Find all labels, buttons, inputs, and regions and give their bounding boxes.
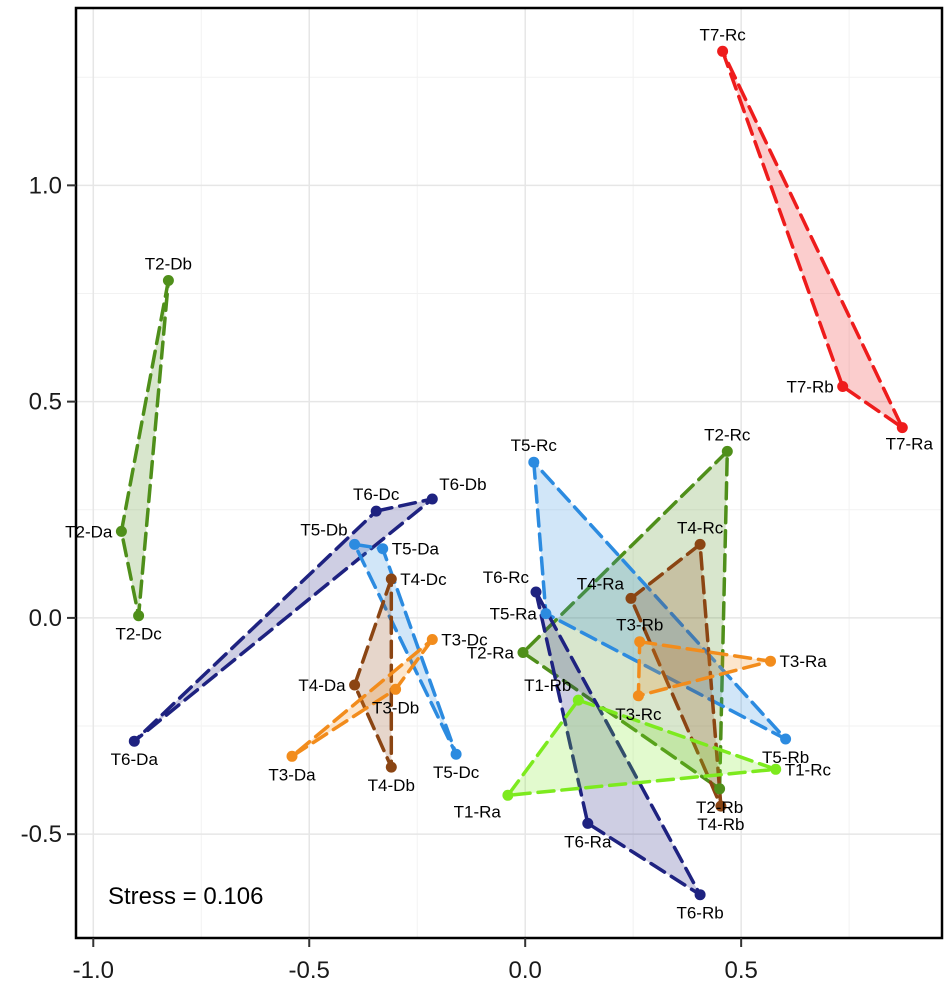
point-label-t4-rc: T4-Rc <box>677 518 724 537</box>
point-t6-rc <box>530 586 542 598</box>
point-t6-ra <box>582 817 594 829</box>
point-label-t6-db: T6-Db <box>439 475 486 494</box>
point-label-t3-ra: T3-Ra <box>780 652 828 671</box>
point-t3-rc <box>632 690 644 702</box>
hull-t3-r <box>636 639 773 698</box>
group-hulls <box>119 49 905 897</box>
point-label-t1-rb: T1-Rb <box>524 676 571 695</box>
point-label-t5-dc: T5-Dc <box>433 763 480 782</box>
point-t2-rc <box>721 445 733 457</box>
point-label-t5-ra: T5-Ra <box>490 605 538 624</box>
point-t2-ra <box>517 647 529 658</box>
point-label-t1-ra: T1-Ra <box>454 802 502 821</box>
hull-t1-r <box>506 698 778 798</box>
point-t1-rc <box>770 763 782 775</box>
point-t5-db <box>349 538 361 550</box>
point-label-t2-db: T2-Db <box>145 255 192 274</box>
point-t7-rb <box>837 381 849 392</box>
plot-panel-border <box>74 6 944 940</box>
point-t3-rb <box>634 636 646 648</box>
point-t3-dc <box>426 634 438 645</box>
point-t2-rb <box>714 783 726 795</box>
stress-annotation: Stress = 0.106 <box>108 883 263 910</box>
point-label-t4-rb: T4-Rb <box>697 815 744 834</box>
point-label-t4-db: T4-Db <box>368 776 415 795</box>
point-t6-dc <box>370 505 382 517</box>
point-label-t6-rc: T6-Rc <box>483 568 530 587</box>
point-t7-ra <box>896 422 908 434</box>
point-label-t6-rb: T6-Rb <box>676 904 723 923</box>
point-label-t7-rc: T7-Rc <box>699 25 746 44</box>
point-label-t2-rb: T2-Rb <box>696 798 743 817</box>
point-label-t5-db: T5-Db <box>300 520 347 539</box>
point-label-t6-da: T6-Da <box>111 750 159 769</box>
y-tick-label: 1.0 <box>29 172 62 199</box>
point-t6-da <box>128 735 140 747</box>
x-tick-label: 0.5 <box>725 957 758 984</box>
point-label-t1-rc: T1-Rc <box>785 760 832 779</box>
axes: -1.0 -0.5 0.0 0.5 -0.5 0.0 0.5 1.0 <box>21 172 758 984</box>
point-label-t2-da: T2-Da <box>65 522 113 541</box>
point-label-t7-rb: T7-Rb <box>786 378 833 397</box>
point-t4-rb <box>715 800 727 812</box>
y-tick-label: 0.0 <box>29 605 62 632</box>
point-label-t3-da: T3-Da <box>268 765 316 784</box>
hull-t7-r <box>720 49 905 430</box>
point-t4-db <box>385 761 397 773</box>
x-tick-label: 0.0 <box>509 957 542 984</box>
x-tick-label: -0.5 <box>289 957 330 984</box>
plot-panel-background <box>76 8 942 938</box>
point-t5-dc <box>450 748 462 760</box>
hull-t3-d <box>290 637 435 759</box>
point-t2-dc <box>133 610 145 622</box>
point-label-t3-rb: T3-Rb <box>616 616 663 635</box>
point-t1-ra <box>502 789 514 801</box>
y-tick-label: -0.5 <box>21 821 62 848</box>
point-t3-da <box>286 750 298 762</box>
point-label-t5-rc: T5-Rc <box>511 436 558 455</box>
point-label-t6-ra: T6-Ra <box>564 832 612 851</box>
point-t2-db <box>162 275 174 286</box>
point-label-t2-ra: T2-Ra <box>467 644 515 663</box>
point-t5-rc <box>528 456 540 468</box>
point-label-t5-da: T5-Da <box>392 540 440 559</box>
point-t4-ra <box>625 592 637 604</box>
point-t5-rb <box>780 733 792 745</box>
point-label-t3-dc: T3-Dc <box>441 631 488 650</box>
data-points <box>115 45 908 901</box>
point-t5-ra <box>540 608 552 620</box>
point-label-t2-rc: T2-Rc <box>704 425 751 444</box>
hull-t2-d <box>119 278 171 618</box>
point-label-t2-dc: T2-Dc <box>115 625 162 644</box>
point-label-t4-ra: T4-Ra <box>577 574 625 593</box>
x-tick-label: -1.0 <box>73 957 114 984</box>
hull-t6-d <box>132 497 435 743</box>
point-t4-dc <box>385 573 397 585</box>
point-label-t4-da: T4-Da <box>298 676 346 695</box>
point-label-t6-dc: T6-Dc <box>353 485 400 504</box>
grid-lines <box>76 8 942 938</box>
point-t5-da <box>377 543 389 555</box>
point-t4-da <box>349 679 361 691</box>
point-t4-rc <box>694 538 706 550</box>
point-label-t3-db: T3-Db <box>372 698 419 717</box>
point-t3-db <box>390 683 402 695</box>
hull-t6-r <box>534 590 702 897</box>
point-label-t3-rc: T3-Rc <box>615 705 662 724</box>
point-label-t7-ra: T7-Ra <box>886 435 934 454</box>
point-t1-rb <box>572 694 584 706</box>
point-t6-db <box>426 493 438 505</box>
point-label-t4-dc: T4-Dc <box>400 570 447 589</box>
y-tick-label: 0.5 <box>29 389 62 416</box>
point-t2-da <box>115 525 127 537</box>
point-t6-rb <box>694 889 706 901</box>
point-t7-rc <box>717 45 729 57</box>
point-label-t5-rb: T5-Rb <box>762 748 809 767</box>
point-t3-ra <box>765 655 776 667</box>
